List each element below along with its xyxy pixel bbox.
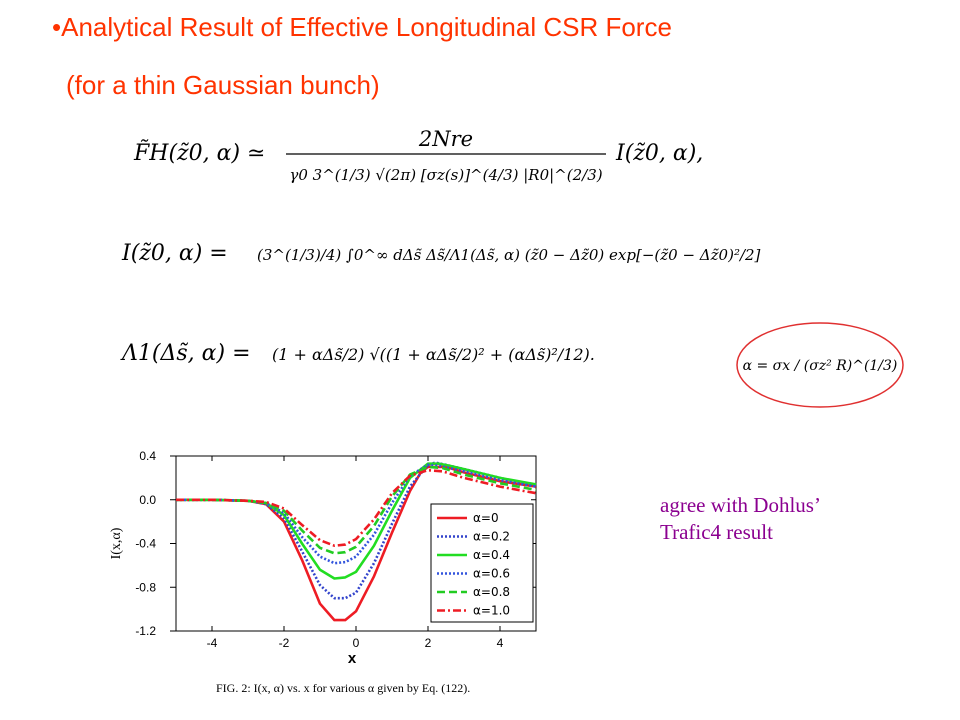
integral-rhs: (3^(1/3)/4) ∫0^∞ dΔs̃ Δs̃/Λ1(Δs̃, α) (z̃… — [257, 246, 761, 264]
legend-box — [430, 503, 534, 623]
force-numerator: 2Nre — [418, 127, 473, 151]
force-lhs: F̃H(z̃0, α) ≃ — [133, 140, 265, 166]
x-axis-label: x — [348, 650, 357, 667]
legend-label: α=0.2 — [473, 530, 510, 544]
y-tick-label: 0.0 — [139, 493, 156, 507]
legend-label: α=0.4 — [473, 548, 510, 562]
y-tick-label: -1.2 — [135, 624, 156, 638]
series-line — [176, 468, 537, 547]
alpha-definition: α = σx / (σz² R)^(1/3) — [735, 320, 910, 415]
csr-force-chart: -4 -2 0 2 4 0.4 0.0 -0.4 -0.8 -1.2 x I(x,α) α=0 α=0.2… — [109, 449, 537, 667]
legend-label: α=0.6 — [473, 567, 510, 581]
y-tick-label: 0.4 — [139, 449, 156, 463]
y-tick-label: -0.8 — [135, 580, 156, 594]
series-line — [176, 465, 537, 555]
comparison-note: agree with Dohlus’ Trafic4 result — [660, 492, 880, 546]
force-denominator: γ0 3^(1/3) √(2π) [σz(s)]^(4/3) |R0|^(2/3… — [289, 166, 602, 184]
integral-equation: I(z̃0, α) = (3^(1/3)/4) ∫0^∞ dΔs̃ Δs̃/Λ1… — [121, 222, 842, 306]
integral-lhs: I(z̃0, α) = — [121, 241, 228, 266]
y-tick-label: -0.4 — [135, 537, 156, 551]
x-tick-label: 0 — [353, 636, 360, 650]
force-rhs: I(z̃0, α), — [615, 141, 703, 166]
slide-title: •Analytical Result of Effective Longitud… — [52, 12, 672, 42]
legend-label: α=1.0 — [473, 604, 510, 618]
figure-caption: FIG. 2: I(x, α) vs. x for various α give… — [216, 681, 471, 695]
force-equation: F̃H(z̃0, α) ≃ 2Nre γ0 3^(1/3) √(2π) [σz(… — [133, 122, 703, 196]
x-tick-label: -2 — [279, 636, 290, 650]
legend-label: α=0.8 — [473, 585, 510, 599]
highlight-ellipse — [736, 322, 904, 408]
lambda-rhs: (1 + αΔs̃/2) √((1 + αΔs̃/2)² + (αΔs̃)²/1… — [272, 345, 595, 364]
note-line-2: Trafic4 result — [660, 520, 773, 544]
x-tick-label: 2 — [425, 636, 432, 650]
x-tick-label: 4 — [497, 636, 504, 650]
slide-subtitle: (for a thin Gaussian bunch) — [66, 70, 380, 100]
alpha-definition-text: α = σx / (σz² R)^(1/3) — [743, 358, 898, 374]
x-tick-label: -4 — [207, 636, 218, 650]
lambda-lhs: Λ1(Δs̃, α) = — [120, 341, 251, 366]
note-line-1: agree with Dohlus’ — [660, 493, 821, 517]
legend-label: α=0 — [473, 511, 499, 525]
y-axis-label: I(x,α) — [109, 527, 124, 559]
lambda-equation: Λ1(Δs̃, α) = (1 + αΔs̃/2) √((1 + αΔs̃/2)… — [120, 318, 662, 402]
